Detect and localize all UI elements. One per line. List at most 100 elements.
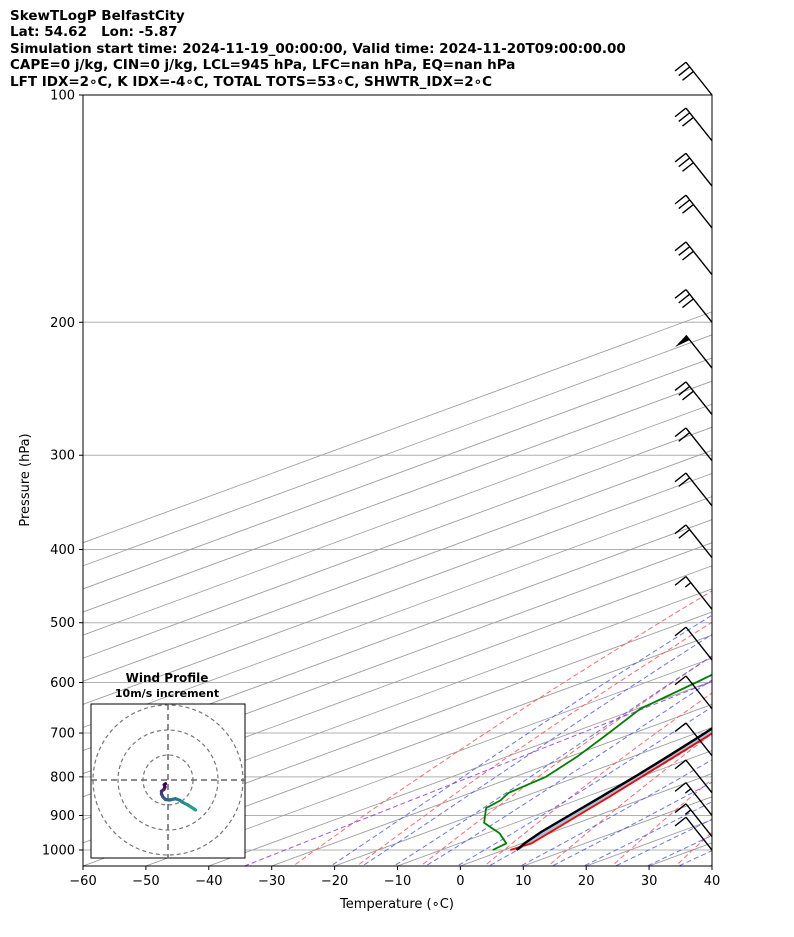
barb-staff <box>685 816 713 851</box>
x-tick-label: −40 <box>195 874 222 889</box>
isotherm <box>83 380 712 613</box>
indices-line-2: LFT IDX=2∘C, K IDX=-4∘C, TOTAL TOTS=53∘C… <box>10 73 493 90</box>
wind-barb <box>674 576 713 610</box>
barb-flag <box>674 675 687 686</box>
wind-barb <box>674 194 713 229</box>
barb-staff <box>685 576 713 610</box>
barb-flag <box>678 477 691 487</box>
dry-adiabat <box>547 733 712 866</box>
barb-flag <box>678 66 691 77</box>
wind-barb <box>674 107 713 142</box>
isotherm <box>144 657 712 866</box>
y-tick-label: 1000 <box>42 844 75 859</box>
barb-flag <box>678 293 691 304</box>
isotherm <box>733 60 794 881</box>
x-tick-label: −30 <box>258 874 285 889</box>
hodograph-segment <box>162 782 168 787</box>
barb-flag <box>678 432 691 442</box>
mixing-ratio-line <box>243 681 712 866</box>
barb-flag <box>678 199 691 210</box>
barb-flag <box>682 204 694 214</box>
moist-adiabat <box>424 679 712 866</box>
moist-adiabat <box>582 801 712 866</box>
barb-flag <box>674 759 687 770</box>
wind-barb <box>674 782 713 816</box>
chart-title: SkewTLogP BelfastCity <box>10 8 185 24</box>
barb-flag <box>678 246 691 256</box>
moist-adiabat <box>392 655 712 866</box>
barb-staff <box>685 61 713 96</box>
barb-flag <box>682 162 694 172</box>
y-tick-label: 400 <box>50 543 75 558</box>
y-tick-label: 800 <box>50 770 75 785</box>
chart-header: SkewTLogP BelfastCity Lat: 54.62 Lon: -5.… <box>10 8 626 90</box>
barb-staff <box>685 152 713 187</box>
barb-flag <box>674 576 687 586</box>
isotherm <box>83 357 712 590</box>
x-tick-label: −10 <box>384 874 411 889</box>
dry-adiabat <box>483 692 712 866</box>
wind-barb <box>674 722 713 757</box>
moist-adiabat <box>551 781 712 866</box>
wind-barb <box>675 334 713 369</box>
y-tick-label: 100 <box>50 89 75 104</box>
barb-flag <box>674 107 687 118</box>
barb-flag <box>674 152 687 163</box>
wind-barb <box>674 241 713 276</box>
wind-barb <box>674 288 713 323</box>
dry-adiabat <box>292 590 712 866</box>
x-tick-label: −50 <box>132 874 159 889</box>
barb-flag <box>674 61 687 72</box>
barb-staff <box>685 524 713 559</box>
barb-flag <box>674 472 687 483</box>
barb-staff <box>685 675 713 710</box>
time-line: Simulation start time: 2024-11-19_00:00:… <box>10 40 626 57</box>
y-tick-label: 600 <box>50 676 75 691</box>
x-tick-label: 30 <box>641 874 658 889</box>
isotherm <box>207 680 712 866</box>
isotherm <box>333 726 712 866</box>
barb-half-flag <box>684 582 692 588</box>
barb-flag <box>674 427 687 438</box>
barb-flag <box>674 782 687 792</box>
hodograph-subtitle: 10m/s increment <box>115 687 219 700</box>
barb-staff <box>685 194 713 229</box>
isotherm <box>83 311 712 544</box>
isotherm <box>647 842 712 866</box>
barb-staff <box>685 334 713 369</box>
moist-adiabat <box>709 864 712 866</box>
barb-flag <box>678 112 691 122</box>
moist-adiabat <box>329 614 712 866</box>
isotherm <box>459 773 712 866</box>
wind-barb <box>674 803 713 838</box>
wind-barb <box>674 524 713 559</box>
dry-adiabat <box>356 621 712 866</box>
barb-staff <box>685 427 713 462</box>
wind-barb <box>674 152 713 187</box>
wind-barb <box>674 472 713 507</box>
barb-flag <box>682 298 694 309</box>
x-tick-label: 10 <box>515 874 532 889</box>
y-tick-label: 300 <box>50 449 75 464</box>
hodograph-title: Wind Profile <box>126 671 209 685</box>
barb-flag <box>674 381 687 392</box>
indices-line-1: CAPE=0 j/kg, CIN=0 j/kg, LCL=945 hPa, LF… <box>10 57 516 74</box>
x-tick-label: 40 <box>704 874 721 889</box>
dewpoint-line <box>483 673 712 851</box>
y-tick-label: 700 <box>50 727 75 742</box>
moist-adiabat <box>487 733 712 866</box>
barb-staff <box>685 381 713 415</box>
barb-flag <box>674 816 687 827</box>
moist-adiabat <box>456 706 712 866</box>
wind-barb <box>674 759 713 794</box>
barb-half-flag <box>684 809 692 815</box>
y-axis-label: Pressure (hPa) <box>18 433 33 526</box>
barb-staff <box>685 472 713 507</box>
wind-barb <box>674 675 713 710</box>
dry-adiabat <box>419 655 712 866</box>
wind-barb <box>674 816 713 851</box>
barb-half-flag <box>684 788 692 794</box>
barb-flag <box>678 529 691 539</box>
barb-staff <box>685 722 713 757</box>
